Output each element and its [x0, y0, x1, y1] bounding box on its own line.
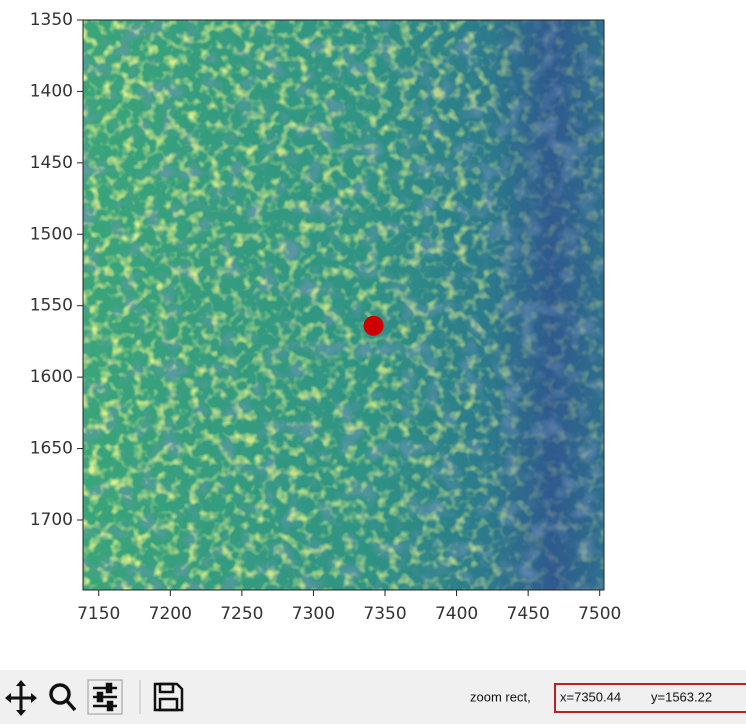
marker	[364, 316, 384, 336]
x-tick-label: 7400	[435, 604, 478, 624]
x-readout: x=7350.44	[560, 689, 621, 704]
y-tick-label: 1450	[30, 153, 73, 173]
x-tick-label: 7350	[363, 604, 406, 624]
mode-label: zoom rect,	[470, 689, 531, 704]
y-tick-label: 1500	[30, 224, 73, 244]
image	[83, 20, 604, 590]
x-tick-label: 7300	[292, 604, 335, 624]
y-tick-label: 1400	[30, 81, 73, 101]
x-tick-label: 7500	[578, 604, 621, 624]
y-tick-label: 1550	[30, 296, 73, 316]
y-tick-label: 1700	[30, 510, 73, 530]
matplotlib-window: 1350 1400 1450 1500 1550 1600 1650 1700 7150 7200…	[0, 0, 746, 724]
y-readout: y=1563.22	[651, 689, 712, 704]
x-tick-label: 7200	[149, 604, 192, 624]
y-tick-label: 1350	[30, 10, 73, 30]
y-tick-label: 1600	[30, 367, 73, 387]
y-tick-label: 1650	[30, 439, 73, 459]
x-tick-label: 7250	[220, 604, 263, 624]
x-tick-label: 7450	[507, 604, 550, 624]
x-tick-label: 7150	[77, 604, 120, 624]
